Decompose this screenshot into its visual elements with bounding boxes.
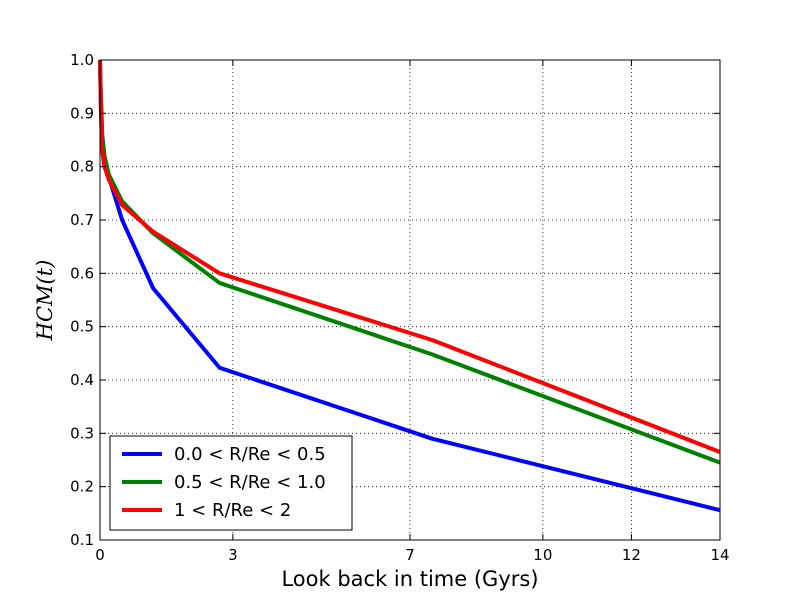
x-tick-label: 3 bbox=[228, 546, 238, 564]
x-tick-label: 7 bbox=[405, 546, 415, 564]
y-axis-label: HCM(t) bbox=[33, 260, 57, 342]
y-tick-label: 0.1 bbox=[70, 531, 94, 549]
x-axis-label: Look back in time (Gyrs) bbox=[281, 567, 538, 591]
x-tick-label: 14 bbox=[710, 546, 729, 564]
y-tick-label: 0.9 bbox=[70, 104, 94, 122]
y-tick-label: 0.7 bbox=[70, 211, 94, 229]
legend-label-3: 1 < R/Re < 2 bbox=[174, 500, 291, 521]
y-tick-label: 0.6 bbox=[70, 264, 94, 282]
x-tick-label: 0 bbox=[95, 546, 105, 564]
y-tick-label: 0.4 bbox=[70, 371, 94, 389]
y-tick-label: 0.2 bbox=[70, 478, 94, 496]
legend: 0.0 < R/Re < 0.5 0.5 < R/Re < 1.0 1 < R/Re… bbox=[109, 435, 353, 531]
x-tick-label: 12 bbox=[622, 546, 641, 564]
y-tick-label: 0.8 bbox=[70, 158, 94, 176]
y-tick-label: 0.3 bbox=[70, 424, 94, 442]
legend-label-2: 0.5 < R/Re < 1.0 bbox=[174, 472, 326, 493]
ticks: 0 3 7 10 12 14 0.1 0.2 0.3 0.4 0.5 0.6 0.7 0.8 0.9 1.0 bbox=[70, 51, 729, 564]
legend-label-1: 0.0 < R/Re < 0.5 bbox=[174, 444, 326, 465]
series-line-3 bbox=[98, 59, 721, 454]
series-group bbox=[98, 59, 721, 513]
x-tick-label: 10 bbox=[533, 546, 552, 564]
y-tick-label: 0.5 bbox=[70, 318, 94, 336]
y-tick-label: 1.0 bbox=[70, 51, 94, 69]
